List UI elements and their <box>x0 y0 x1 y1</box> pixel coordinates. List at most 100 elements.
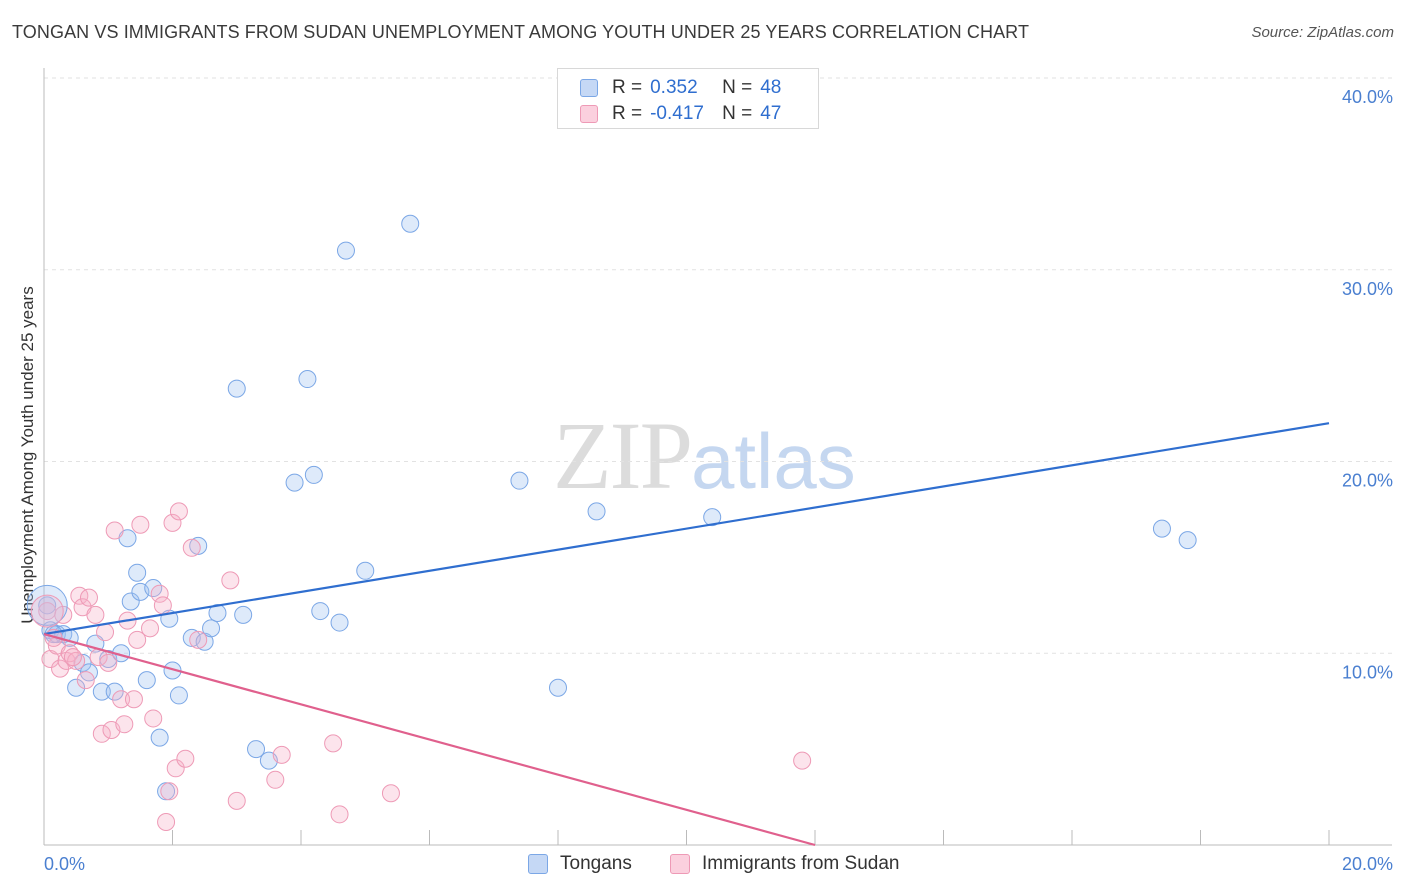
point-sudan <box>221 571 240 590</box>
point-cluster-tongans <box>26 584 68 626</box>
point-tongans <box>330 613 349 632</box>
point-sudan <box>227 791 246 810</box>
point-sudan <box>160 782 179 801</box>
trend-lines <box>43 422 1330 847</box>
y-tick-label: 10.0% <box>1342 662 1393 682</box>
legend-r-value: 0.352 <box>650 77 698 98</box>
y-tick-label: 30.0% <box>1342 279 1393 299</box>
point-tongans <box>401 214 420 233</box>
point-tongans <box>703 508 722 527</box>
bottom-legend-label-sudan: Immigrants from Sudan <box>702 853 900 874</box>
source-label: Source: ZipAtlas.com <box>1251 24 1394 41</box>
legend-n-value: 48 <box>760 77 782 98</box>
legend-n-label: N = <box>722 77 753 98</box>
point-tongans <box>1178 531 1197 550</box>
y-tick-label: 40.0% <box>1342 87 1393 107</box>
point-tongans <box>549 678 567 697</box>
legend-r-label: R = <box>612 103 643 124</box>
point-sudan <box>54 605 73 624</box>
point-sudan <box>330 805 349 824</box>
point-sudan <box>182 538 201 557</box>
point-sudan <box>76 671 95 690</box>
point-sudan <box>324 734 343 753</box>
legend-r-label: R = <box>612 77 643 98</box>
legend-swatch-tongans <box>580 79 598 97</box>
point-tongans <box>128 563 147 582</box>
point-tongans <box>510 471 529 490</box>
point-tongans <box>105 682 124 701</box>
x-tick-labels: 0.0% 20.0% <box>44 854 1393 874</box>
point-tongans <box>137 671 156 690</box>
y-tick-label: 20.0% <box>1342 471 1393 491</box>
legend-n-label: N = <box>722 103 753 124</box>
point-tongans <box>67 678 86 697</box>
bottom-legend-label-tongans: Tongans <box>560 853 632 874</box>
point-tongans <box>311 602 330 621</box>
gridlines <box>44 77 1392 654</box>
point-tongans <box>247 740 266 759</box>
legend-r-value: -0.417 <box>650 103 704 124</box>
point-sudan <box>96 623 115 642</box>
point-sudan <box>63 648 82 667</box>
point-sudan <box>157 812 176 831</box>
point-cluster-sudan <box>30 594 64 628</box>
point-tongans <box>1152 519 1171 538</box>
bottom-legend-sudan: Immigrants from Sudan <box>670 852 899 876</box>
legend-row-sudan: R = -0.417 N = 47 <box>580 101 781 127</box>
y-tick-labels: 10.0% 20.0% 30.0% 40.0% <box>1342 87 1393 682</box>
bottom-legend-swatch-sudan <box>670 854 690 874</box>
point-sudan <box>793 751 812 770</box>
point-sudan <box>381 784 400 803</box>
point-sudan <box>92 724 111 743</box>
point-sudan <box>105 521 124 540</box>
trend-line-tongans <box>43 422 1330 636</box>
bottom-legend-tongans: Tongans <box>528 852 632 876</box>
point-tongans <box>150 728 169 747</box>
legend-n-value: 47 <box>760 103 782 124</box>
point-tongans <box>169 686 188 705</box>
bottom-legend-swatch-tongans <box>528 854 548 874</box>
correlation-legend: R = 0.352 N = 48 R = -0.417 N = 47 <box>557 68 819 129</box>
point-tongans <box>92 682 111 701</box>
chart-title: TONGAN VS IMMIGRANTS FROM SUDAN UNEMPLOY… <box>12 22 1030 42</box>
point-tongans <box>73 653 92 672</box>
point-sudan <box>131 515 150 534</box>
point-tongans <box>285 473 304 492</box>
x-tick-label-min: 0.0% <box>44 854 85 874</box>
point-sudan <box>79 588 98 607</box>
legend-swatch-sudan <box>580 105 598 123</box>
point-sudan <box>128 630 147 649</box>
point-tongans <box>304 465 323 484</box>
point-sudan <box>115 715 134 734</box>
data-points <box>26 214 1197 831</box>
point-sudan <box>163 513 182 532</box>
legend-row-tongans: R = 0.352 N = 48 <box>580 75 781 101</box>
point-sudan <box>86 605 105 624</box>
point-tongans <box>298 370 317 389</box>
point-sudan <box>166 759 185 778</box>
point-tongans <box>234 605 253 624</box>
point-sudan <box>153 596 172 615</box>
point-sudan <box>150 584 169 603</box>
point-sudan <box>272 745 291 764</box>
point-sudan <box>112 690 131 709</box>
point-sudan <box>189 630 208 649</box>
point-sudan <box>99 653 118 672</box>
point-tongans <box>356 561 375 580</box>
point-tongans <box>38 596 57 615</box>
point-tongans <box>121 592 140 611</box>
point-tongans <box>189 536 208 555</box>
point-sudan <box>141 619 160 638</box>
trend-line-sudan <box>43 633 816 847</box>
point-tongans <box>208 603 227 622</box>
point-tongans <box>587 502 606 521</box>
x-ticks <box>43 830 1330 845</box>
watermark-zip: ZIP <box>553 402 693 509</box>
point-tongans <box>227 379 246 398</box>
point-sudan <box>176 749 195 768</box>
point-tongans <box>202 619 221 638</box>
point-sudan <box>169 502 188 521</box>
axes <box>43 68 1392 846</box>
point-sudan <box>51 659 70 678</box>
